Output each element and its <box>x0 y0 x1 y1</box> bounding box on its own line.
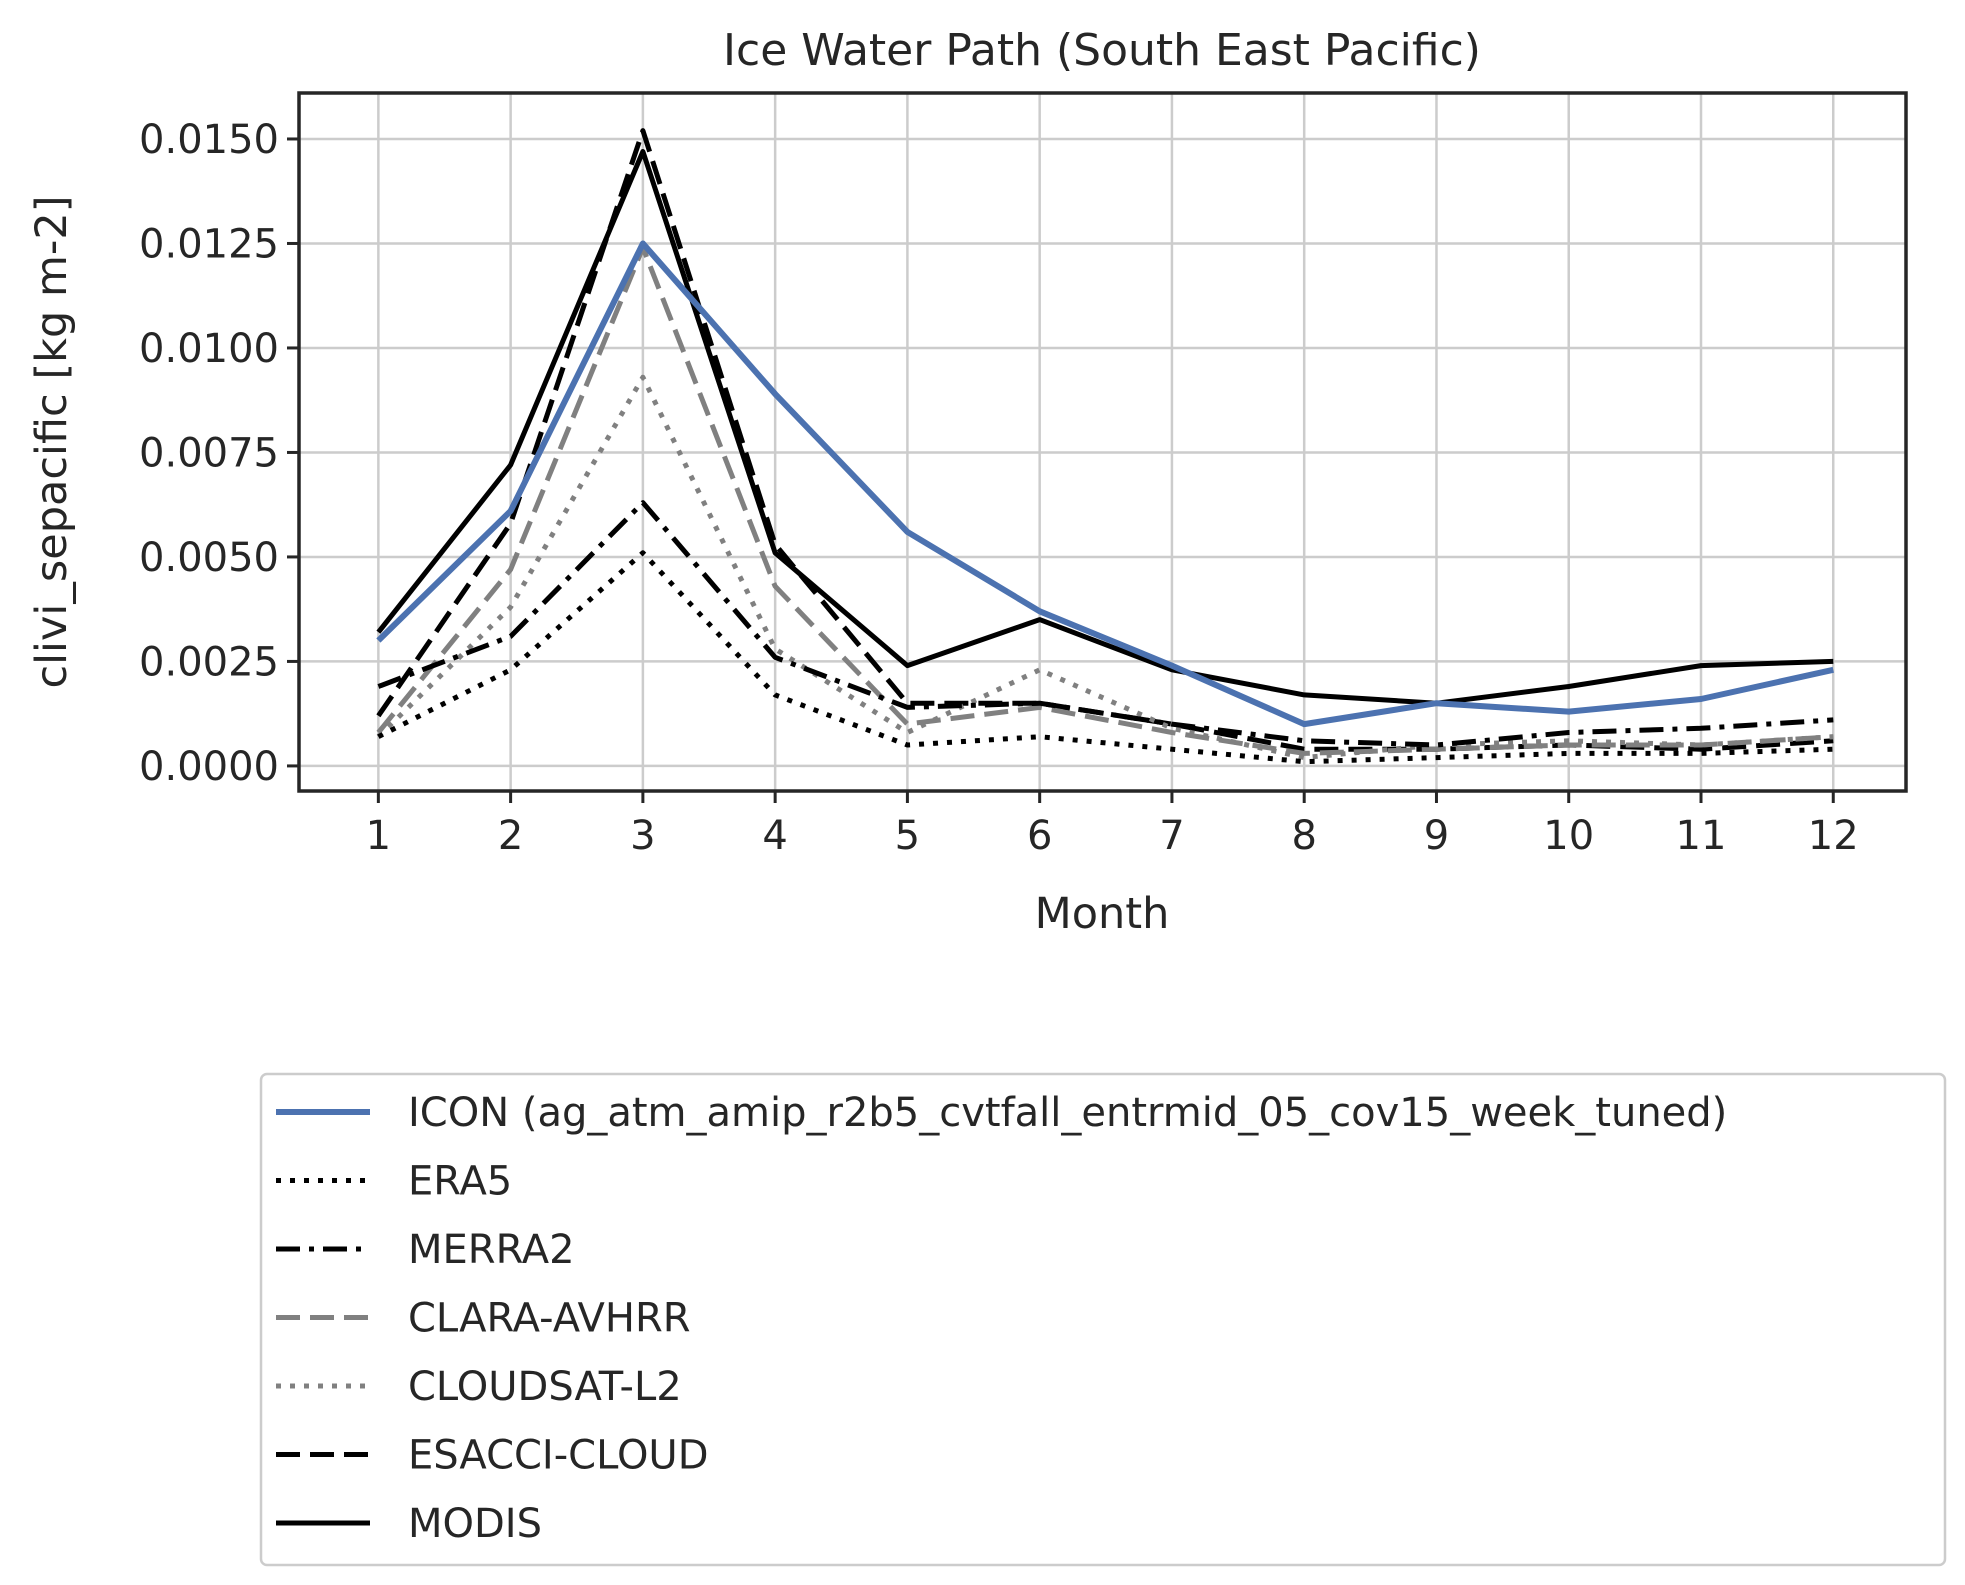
y-tick-label: 0.0150 <box>139 117 279 163</box>
x-tick-label: 2 <box>498 813 523 859</box>
legend-label: ERA5 <box>408 1159 512 1205</box>
x-tick-label: 9 <box>1424 813 1449 859</box>
y-tick-label: 0.0075 <box>139 430 279 476</box>
x-tick-label: 12 <box>1808 813 1859 859</box>
y-tick-label: 0.0125 <box>139 221 279 267</box>
x-tick-label: 1 <box>366 813 391 859</box>
grid <box>299 93 1906 791</box>
y-tick-label: 0.0025 <box>139 639 279 685</box>
y-tick-label: 0.0000 <box>139 744 279 790</box>
x-tick-label: 11 <box>1676 813 1727 859</box>
x-tick-label: 4 <box>762 813 787 859</box>
series-line-cloudsat-l2 <box>376 374 1834 761</box>
x-tick-label: 8 <box>1291 813 1316 859</box>
series-lines <box>376 128 1834 765</box>
legend-label: MERRA2 <box>408 1227 575 1273</box>
legend-label: CLARA-AVHRR <box>408 1296 691 1342</box>
series-line-modis <box>376 149 1834 706</box>
legend-label: CLOUDSAT-L2 <box>408 1364 682 1410</box>
x-axis-label: Month <box>1035 889 1170 939</box>
legend-frame <box>259 1072 1947 1567</box>
chart-title: Ice Water Path (South East Pacific) <box>723 25 1481 76</box>
y-tick-label: 0.0050 <box>139 535 279 581</box>
series-line-esacci-cloud <box>376 128 1834 752</box>
y-tick-label: 0.0100 <box>139 326 279 372</box>
x-tick-label: 3 <box>630 813 655 859</box>
series-line-era5 <box>377 550 1834 765</box>
series-line-merra2 <box>377 500 1834 748</box>
x-tick-label: 5 <box>895 813 920 859</box>
legend-label: ESACCI-CLOUD <box>408 1433 709 1479</box>
plot-frame <box>297 91 1908 793</box>
series-line-icon <box>376 240 1834 728</box>
y-axis-label: clivi_sepacific [kg m-2] <box>27 195 77 688</box>
axis-ticks: 1 2 3 4 5 6 7 8 9 10 11 120.00000.00250.00500.00750… <box>139 117 1859 859</box>
series-line-clara-avhrr <box>376 245 1834 756</box>
x-tick-label: 10 <box>1543 813 1594 859</box>
legend-label: ICON (ag_atm_amip_r2b5_cvtfall_entrmid_0… <box>408 1090 1727 1136</box>
x-tick-label: 6 <box>1027 813 1052 859</box>
legend-label: MODIS <box>408 1501 542 1547</box>
x-tick-label: 7 <box>1159 813 1184 859</box>
legend: ICON (ag_atm_amip_r2b5_cvtfall_entrmid_0… <box>259 1072 1947 1567</box>
